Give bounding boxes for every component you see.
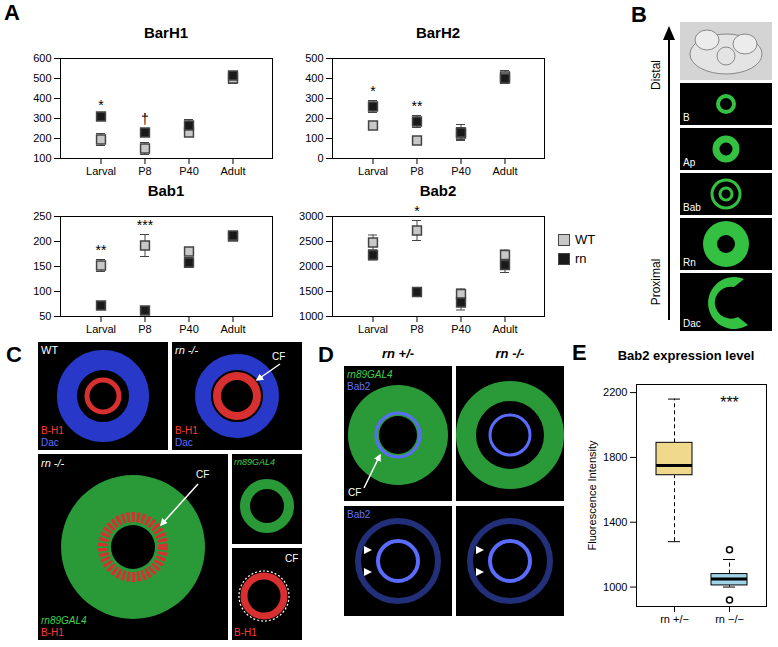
svg-text:2000: 2000 bbox=[299, 260, 323, 272]
svg-text:100: 100 bbox=[33, 285, 51, 297]
svg-text:Larval: Larval bbox=[358, 165, 388, 177]
svg-text:rn89GAL4: rn89GAL4 bbox=[234, 457, 275, 467]
svg-text:rn −/−: rn −/− bbox=[715, 613, 744, 625]
svg-text:Bab2: Bab2 bbox=[347, 509, 371, 520]
svg-text:Ap: Ap bbox=[683, 157, 696, 168]
svg-text:rn +/-: rn +/- bbox=[382, 346, 414, 361]
svg-text:P8: P8 bbox=[138, 165, 151, 177]
svg-text:Larval: Larval bbox=[358, 323, 388, 335]
svg-text:rn -/-: rn -/- bbox=[496, 346, 525, 361]
html-text:E: E bbox=[572, 340, 587, 365]
svg-text:P8: P8 bbox=[410, 323, 423, 335]
svg-text:CF: CF bbox=[272, 351, 285, 362]
svg-text:Larval: Larval bbox=[86, 323, 116, 335]
html-text:BarH2: BarH2 bbox=[415, 24, 461, 41]
svg-text:B-H1: B-H1 bbox=[234, 627, 257, 638]
svg-text:100: 100 bbox=[33, 152, 51, 164]
svg-text:rn -/-: rn -/- bbox=[175, 344, 199, 356]
svg-text:Adult: Adult bbox=[220, 165, 245, 177]
svg-text:300: 300 bbox=[33, 112, 51, 124]
svg-text:*: * bbox=[370, 83, 376, 99]
svg-text:C: C bbox=[6, 342, 22, 367]
svg-text:3000: 3000 bbox=[299, 210, 323, 222]
svg-text:1400: 1400 bbox=[603, 516, 627, 528]
svg-text:250: 250 bbox=[33, 210, 51, 222]
svg-text:Proximal: Proximal bbox=[649, 259, 663, 306]
svg-text:B-H1: B-H1 bbox=[41, 627, 64, 638]
svg-text:**: ** bbox=[412, 98, 423, 114]
svg-text:Fluorescence Intensity: Fluorescence Intensity bbox=[586, 440, 598, 551]
svg-text:P8: P8 bbox=[138, 323, 151, 335]
svg-text:rn +/−: rn +/− bbox=[660, 613, 689, 625]
svg-text:P40: P40 bbox=[179, 165, 199, 177]
svg-text:400: 400 bbox=[33, 92, 51, 104]
svg-text:300: 300 bbox=[305, 92, 323, 104]
svg-text:Dac: Dac bbox=[683, 318, 701, 329]
svg-text:Dac: Dac bbox=[41, 437, 59, 448]
svg-text:Dac: Dac bbox=[175, 437, 193, 448]
html-text:Bab2: Bab2 bbox=[419, 182, 457, 199]
html-text:WT: WT bbox=[575, 232, 596, 247]
svg-text:2200: 2200 bbox=[603, 386, 627, 398]
svg-text:B: B bbox=[683, 112, 690, 123]
svg-text:2500: 2500 bbox=[299, 235, 323, 247]
svg-text:0: 0 bbox=[317, 152, 323, 164]
svg-text:*: * bbox=[98, 97, 104, 113]
svg-text:P8: P8 bbox=[410, 165, 423, 177]
svg-text:rn89GAL4: rn89GAL4 bbox=[347, 369, 393, 380]
svg-text:500: 500 bbox=[33, 72, 51, 84]
svg-text:Bab2: Bab2 bbox=[347, 381, 371, 392]
svg-text:rn -/-: rn -/- bbox=[41, 457, 65, 469]
svg-text:150: 150 bbox=[33, 260, 51, 272]
html-text:Bab2 expression level: Bab2 expression level bbox=[617, 348, 755, 363]
html-text:Bab1: Bab1 bbox=[147, 182, 185, 199]
svg-text:200: 200 bbox=[33, 132, 51, 144]
svg-text:CF: CF bbox=[285, 553, 298, 564]
svg-text:P40: P40 bbox=[451, 165, 471, 177]
svg-text:Larval: Larval bbox=[86, 165, 116, 177]
svg-text:**: ** bbox=[96, 242, 107, 258]
svg-text:400: 400 bbox=[305, 72, 323, 84]
svg-text:†: † bbox=[141, 111, 149, 127]
svg-text:200: 200 bbox=[305, 112, 323, 124]
svg-text:D: D bbox=[318, 342, 334, 367]
svg-text:Distal: Distal bbox=[649, 60, 663, 90]
svg-text:P40: P40 bbox=[179, 323, 199, 335]
svg-text:***: *** bbox=[720, 394, 739, 411]
svg-text:B: B bbox=[631, 2, 647, 27]
svg-text:1800: 1800 bbox=[603, 451, 627, 463]
svg-text:***: *** bbox=[137, 217, 154, 233]
svg-text:*: * bbox=[414, 203, 420, 219]
svg-text:50: 50 bbox=[39, 310, 51, 322]
svg-text:rn89GAL4: rn89GAL4 bbox=[41, 615, 87, 626]
svg-text:Adult: Adult bbox=[492, 323, 517, 335]
svg-text:Bab: Bab bbox=[683, 202, 701, 213]
svg-text:CF: CF bbox=[196, 469, 209, 480]
svg-text:200: 200 bbox=[33, 235, 51, 247]
html-text:A: A bbox=[4, 0, 20, 25]
svg-text:P40: P40 bbox=[451, 323, 471, 335]
svg-text:500: 500 bbox=[305, 52, 323, 64]
svg-text:600: 600 bbox=[33, 52, 51, 64]
html-text:rn: rn bbox=[575, 251, 587, 266]
svg-text:Adult: Adult bbox=[492, 165, 517, 177]
html-text:BarH1: BarH1 bbox=[143, 24, 189, 41]
svg-text:B-H1: B-H1 bbox=[41, 425, 64, 436]
svg-text:Adult: Adult bbox=[220, 323, 245, 335]
svg-text:Rn: Rn bbox=[683, 257, 696, 268]
svg-text:CF: CF bbox=[348, 487, 361, 498]
svg-text:1000: 1000 bbox=[603, 581, 627, 593]
svg-text:100: 100 bbox=[305, 132, 323, 144]
svg-text:B-H1: B-H1 bbox=[175, 425, 198, 436]
svg-text:WT: WT bbox=[41, 344, 58, 356]
svg-text:1000: 1000 bbox=[299, 310, 323, 322]
svg-text:1500: 1500 bbox=[299, 285, 323, 297]
